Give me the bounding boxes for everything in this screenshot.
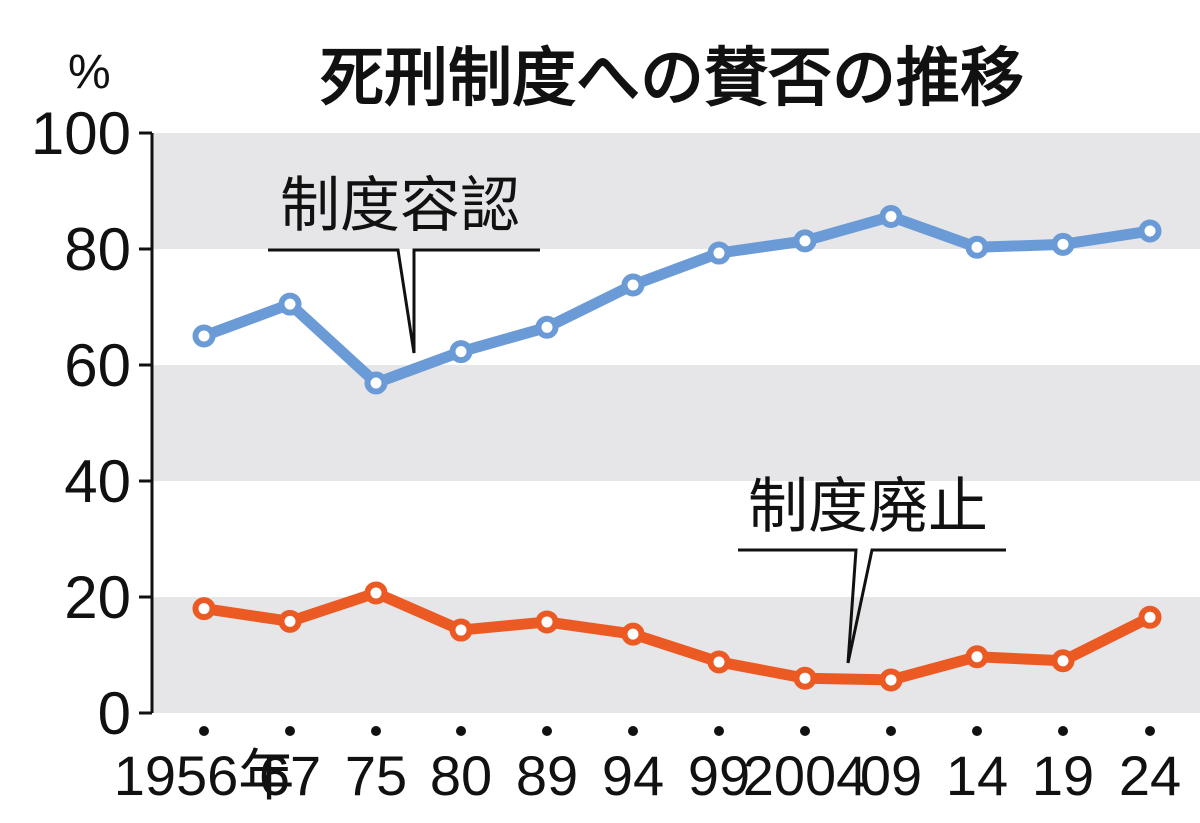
x-tick-dot [886,726,896,736]
data-point [278,292,302,316]
y-tick-label: 20 [64,564,131,631]
x-tick-dot [371,726,381,736]
data-point [793,229,817,253]
data-point [965,645,989,669]
x-tick-dot [714,726,724,736]
series-line [198,211,1156,389]
chart-title: 死刑制度への賛否の推移 [320,42,1024,116]
y-axis-unit: % [68,46,111,99]
x-tick-label: 67 [259,744,321,807]
x-tick-label: 19 [1032,744,1094,807]
y-axis-ticks: 0 20 40 60 80 100 [31,100,152,747]
data-point [793,666,817,690]
y-tick-label: 80 [64,216,131,283]
data-point [621,622,645,646]
data-point [707,650,731,674]
x-tick-dot [542,726,552,736]
data-point [1138,219,1162,243]
x-tick-dot [285,726,295,736]
data-point [364,371,388,395]
x-tick-label: 24 [1119,744,1181,807]
x-tick-label: 80 [430,744,492,807]
data-point [1051,649,1075,673]
data-point [621,273,645,297]
x-tick-dot [1058,726,1068,736]
grid-band [152,365,1200,481]
x-tick-dot [456,726,466,736]
data-point [192,597,216,621]
x-tick-dot [199,726,209,736]
data-point [707,241,731,265]
x-tick-label: 2004 [743,744,868,807]
callout-pointer [268,248,540,354]
y-tick-label: 40 [64,448,131,515]
grid-band [152,133,1200,249]
x-tick-label: 89 [516,744,578,807]
callout-pointer [738,548,1006,664]
series-line [198,587,1156,686]
data-point [879,668,903,692]
data-point [364,581,388,605]
x-tick-label: 75 [345,744,407,807]
x-tick-dot [628,726,638,736]
x-tick-label: 1956年 [114,744,295,807]
data-point [1138,605,1162,629]
data-point [535,315,559,339]
x-tick-dot [1145,726,1155,736]
series-label: 制度廃止 [748,472,988,542]
x-tick-label: 09 [860,744,922,807]
y-tick-label: 100 [31,100,131,167]
data-point [1051,232,1075,256]
data-point [449,340,473,364]
series-label: 制度容認 [280,171,520,241]
x-tick-dot [800,726,810,736]
y-tick-label: 60 [64,332,131,399]
data-point [449,618,473,642]
x-tick-dot [972,726,982,736]
x-tick-label: 99 [688,744,750,807]
x-tick-label: 14 [946,744,1008,807]
data-series [192,205,1162,692]
x-tick-label: 94 [602,744,664,807]
data-point [535,610,559,634]
data-point [879,205,903,229]
data-point [278,609,302,633]
y-tick-label: 0 [98,680,131,747]
data-point [965,235,989,259]
data-point [192,324,216,348]
